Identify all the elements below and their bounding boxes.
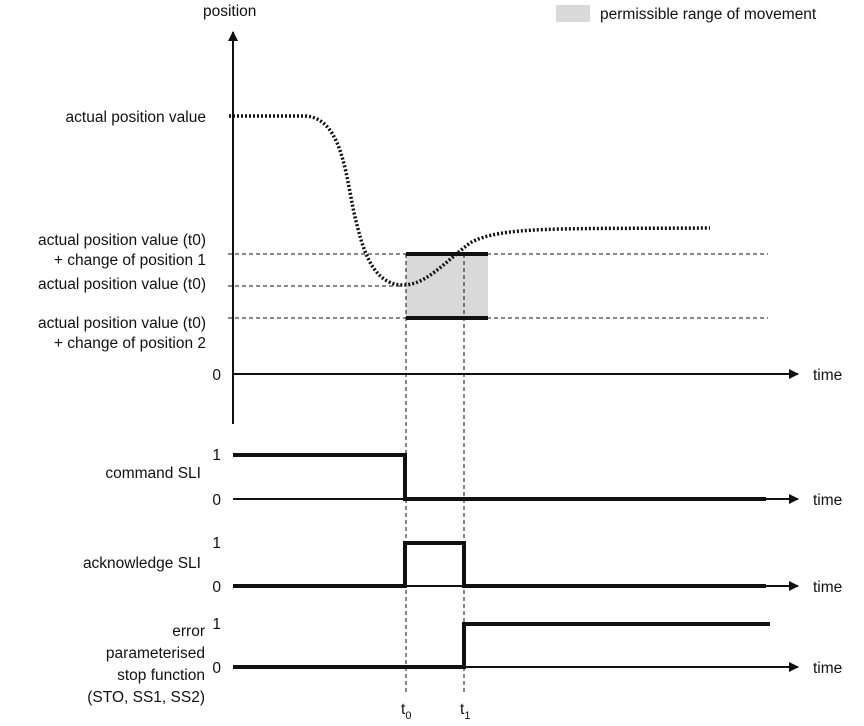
t1-label: t1 xyxy=(460,701,470,722)
error-stop-label-line4: (STO, SS1, SS2) xyxy=(87,689,205,706)
error-stop-signal xyxy=(233,622,770,669)
legend-label: permissible range of movement xyxy=(600,6,817,23)
acknowledge-sli-label: acknowledge SLI xyxy=(83,555,201,572)
command-sli-low-label: 0 xyxy=(212,492,221,509)
command-sli-signal xyxy=(233,453,766,501)
error-stop-label-line1: error xyxy=(172,623,205,640)
position-time-label: time xyxy=(813,367,842,384)
position-curve xyxy=(229,114,711,287)
t0-label: t0 xyxy=(401,701,411,722)
label-limit1-line1: actual position value (t0) xyxy=(38,232,206,249)
acknowledge-sli-low-label: 0 xyxy=(212,579,221,596)
command-sli-label: command SLI xyxy=(105,465,201,482)
error-stop-high-label: 1 xyxy=(212,616,221,633)
acknowledge-sli-signal xyxy=(233,541,766,588)
label-limit2-line2: + change of position 2 xyxy=(54,335,206,352)
command-sli-high-label: 1 xyxy=(212,447,221,464)
label-limit2-line1: actual position value (t0) xyxy=(38,315,206,332)
label-at-t0: actual position value (t0) xyxy=(38,276,206,293)
legend-swatch xyxy=(556,5,590,22)
position-origin-label: 0 xyxy=(212,367,221,384)
command-sli-time-label: time xyxy=(813,492,842,509)
error-stop-label-line3: stop function xyxy=(117,667,205,684)
acknowledge-sli-time-label: time xyxy=(813,579,842,596)
position-axis-label: position xyxy=(203,3,256,20)
error-stop-low-label: 0 xyxy=(212,660,221,677)
label-limit1-line2: + change of position 1 xyxy=(54,252,206,269)
permissible-range-area xyxy=(406,254,488,318)
acknowledge-sli-high-label: 1 xyxy=(212,535,221,552)
error-stop-time-label: time xyxy=(813,660,842,677)
label-actual-position: actual position value xyxy=(66,109,206,126)
error-stop-label-line2: parameterised xyxy=(106,645,205,662)
